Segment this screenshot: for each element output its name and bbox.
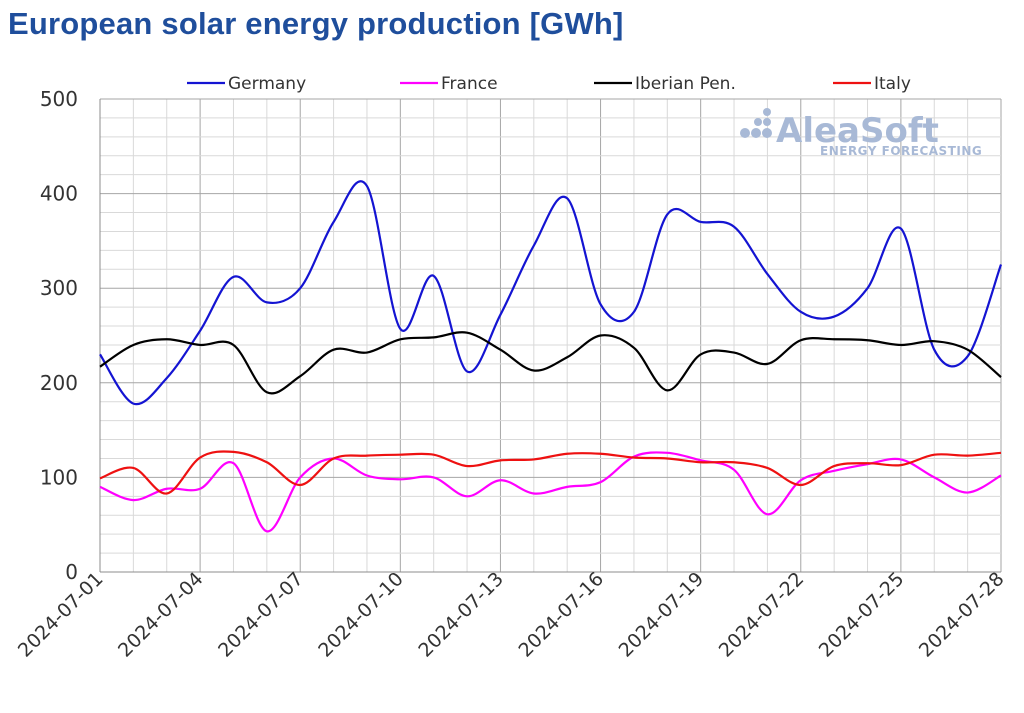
- legend-label-germany: Germany: [228, 74, 306, 94]
- series-line-italy: [99, 450, 1002, 495]
- x-tick-label: 2024-07-01: [14, 568, 108, 662]
- watermark-tagline: ENERGY FORECASTING: [820, 144, 982, 158]
- series-line-germany: [99, 180, 1003, 406]
- x-tick-label: 2024-07-07: [214, 568, 308, 662]
- x-tick-label: 2024-07-19: [615, 568, 709, 662]
- y-tick-label: 200: [40, 371, 78, 395]
- series-line-iberian-pen: [99, 331, 1002, 395]
- y-tick-label: 100: [40, 465, 78, 489]
- series: [99, 180, 1003, 533]
- chart-title: European solar energy production [GWh]: [8, 6, 624, 41]
- aleasoft-logo-icon: [740, 108, 772, 138]
- x-tick-label: 2024-07-13: [414, 568, 508, 662]
- watermark-brand: AleaSoft: [776, 111, 939, 151]
- x-tick-label: 2024-07-04: [114, 568, 208, 662]
- x-tick-label: 2024-07-22: [715, 568, 809, 662]
- y-tick-label: 0: [65, 560, 78, 584]
- legend: Germany France Iberian Pen. Italy: [187, 74, 911, 94]
- series-line-france: [99, 451, 1002, 533]
- legend-label-france: France: [441, 74, 498, 94]
- legend-label-italy: Italy: [874, 74, 911, 94]
- legend-label-iberian-pen: Iberian Pen.: [635, 74, 736, 94]
- y-tick-label: 500: [40, 87, 78, 111]
- x-tick-label: 2024-07-16: [514, 568, 608, 662]
- x-tick-label: 2024-07-25: [815, 568, 909, 662]
- grid: [99, 98, 1002, 573]
- x-tick-label: 2024-07-28: [915, 568, 1009, 662]
- y-tick-label: 400: [40, 182, 78, 206]
- y-tick-label: 300: [40, 276, 78, 300]
- x-tick-label: 2024-07-10: [314, 568, 408, 662]
- aleasoft-watermark: AleaSoft ENERGY FORECASTING: [740, 108, 982, 158]
